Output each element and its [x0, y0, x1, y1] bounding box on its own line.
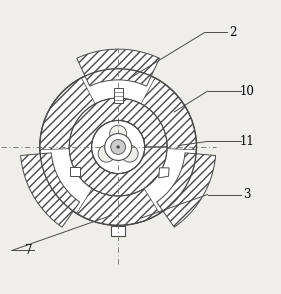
Text: 3: 3: [243, 188, 250, 201]
Circle shape: [40, 69, 196, 225]
Circle shape: [105, 133, 132, 161]
Text: 7: 7: [25, 244, 32, 257]
Polygon shape: [157, 153, 216, 227]
Circle shape: [111, 140, 126, 154]
Text: 11: 11: [239, 135, 254, 148]
Polygon shape: [159, 168, 169, 178]
Polygon shape: [69, 98, 167, 196]
Polygon shape: [111, 225, 125, 236]
Polygon shape: [69, 167, 80, 176]
Circle shape: [110, 125, 127, 142]
Polygon shape: [77, 49, 160, 86]
Circle shape: [98, 145, 115, 162]
Polygon shape: [141, 78, 196, 150]
Circle shape: [116, 145, 120, 149]
Polygon shape: [77, 188, 160, 225]
Polygon shape: [40, 78, 95, 150]
Circle shape: [121, 145, 138, 162]
Polygon shape: [21, 153, 80, 227]
Polygon shape: [114, 88, 123, 103]
Text: 2: 2: [229, 26, 236, 39]
Text: 10: 10: [239, 85, 254, 98]
Circle shape: [92, 121, 145, 173]
